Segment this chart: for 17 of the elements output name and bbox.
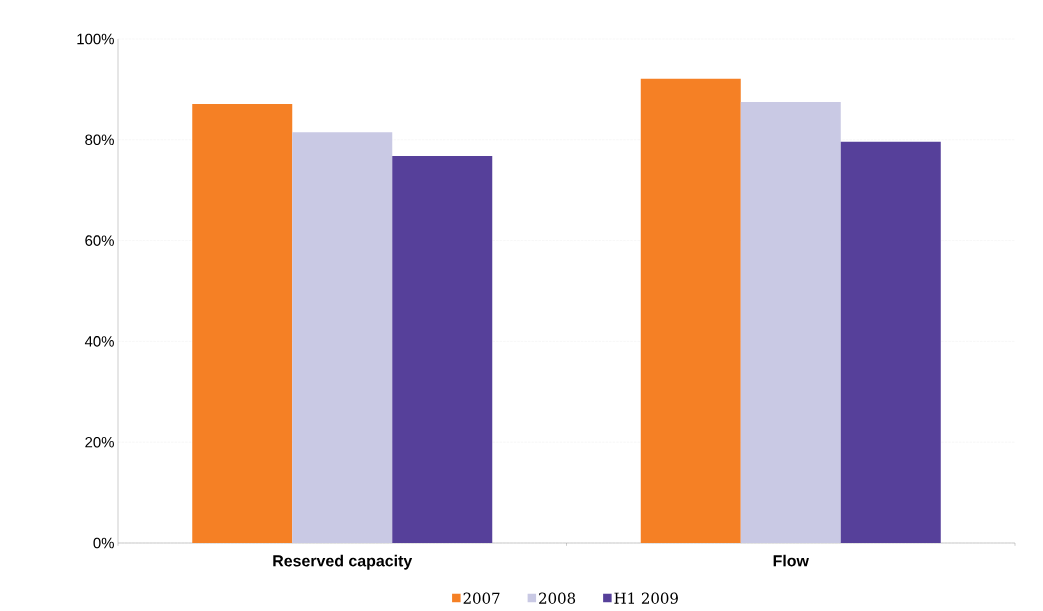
y-tick-label: 60% — [85, 235, 114, 246]
x-tick-label: Flow — [773, 554, 809, 567]
x-tick-label: Reserved capacity — [273, 554, 413, 570]
bar — [840, 141, 941, 543]
bar — [192, 104, 293, 543]
bar — [640, 78, 741, 543]
legend-label: 2007 — [463, 592, 500, 604]
y-tick-label: 20% — [85, 436, 114, 448]
y-tick-label: 100% — [77, 33, 114, 45]
legend-label: H1 2009 — [614, 592, 678, 604]
y-tick-label: 40% — [84, 336, 114, 347]
legend-label: 2008 — [539, 592, 576, 604]
y-tick-label: 0% — [93, 537, 114, 549]
bar — [392, 155, 493, 543]
y-tick-label: 80% — [85, 134, 114, 146]
bar — [740, 102, 841, 543]
bar — [292, 132, 393, 543]
